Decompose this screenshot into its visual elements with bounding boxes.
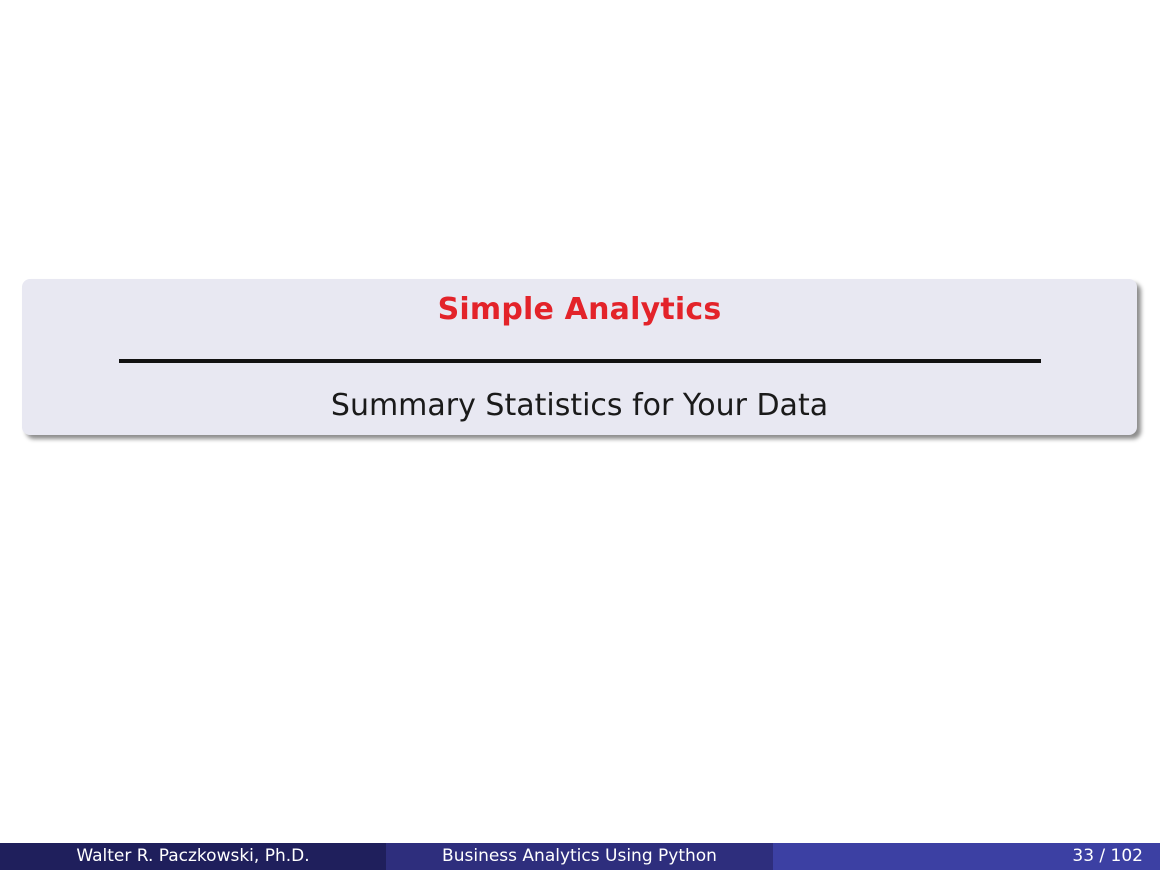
footer-author: Walter R. Paczkowski, Ph.D. [0, 843, 386, 870]
section-divider [119, 359, 1041, 363]
footer-bar: Walter R. Paczkowski, Ph.D. Business Ana… [0, 843, 1160, 870]
footer-page-number: 33 / 102 [773, 843, 1160, 870]
section-title-box: Simple Analytics Summary Statistics for … [22, 279, 1137, 435]
section-subtitle: Summary Statistics for Your Data [330, 388, 829, 423]
section-title: Simple Analytics [437, 292, 722, 327]
footer-presentation-title: Business Analytics Using Python [386, 843, 773, 870]
